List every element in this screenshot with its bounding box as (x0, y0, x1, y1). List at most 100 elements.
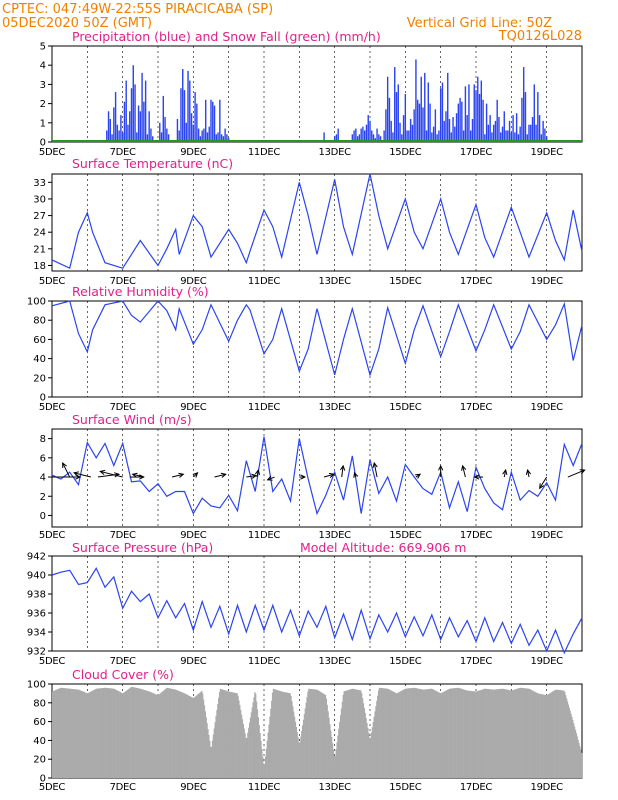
cloud-bar (499, 688, 502, 778)
cloud-xtick-label: 5DEC (39, 782, 65, 793)
cloud-bar (370, 732, 373, 778)
cloud-bar (59, 688, 61, 778)
precip-bar (445, 111, 447, 142)
cloud-bar (204, 711, 206, 778)
cloud-bar (187, 695, 189, 778)
cloud-bar (453, 688, 456, 778)
precip-xtick-label: 11DEC (248, 147, 281, 158)
cloud-bar (178, 690, 180, 778)
wind-arrow-head (72, 471, 80, 477)
cloud-bar (215, 716, 217, 778)
cloud-bar (476, 691, 479, 778)
cloud-bar (476, 691, 478, 778)
cloud-bar (571, 716, 573, 778)
cloud-bar (184, 693, 186, 778)
cloud-bar (435, 690, 437, 778)
cloud-bar (389, 689, 391, 778)
cloud-bar (233, 692, 236, 778)
cloud-bar (82, 691, 84, 778)
cloud-bar (519, 687, 521, 778)
wind-arrow (246, 475, 257, 478)
pressure-ytick-label: 932 (27, 647, 46, 658)
wind-arrow (73, 472, 91, 478)
cloud-bar (297, 737, 299, 778)
cloud-bar (227, 691, 229, 778)
cloud-bar (112, 688, 114, 778)
cloud-bar (310, 689, 312, 778)
cloud-bar (211, 740, 214, 778)
cloud-bar (478, 690, 480, 778)
precip-bar (531, 117, 534, 142)
cloud-bar (256, 709, 259, 778)
precip-bar (206, 132, 209, 142)
cloud-bar (279, 691, 282, 778)
wind-arrow-head (131, 472, 138, 478)
cloud-bar (205, 717, 207, 778)
cloud-bar (529, 688, 531, 778)
cloud-bar (537, 693, 540, 778)
cloud-bar (495, 689, 497, 778)
precip-bar (434, 109, 437, 142)
cloud-bar (203, 699, 205, 778)
cloud-bar (525, 688, 527, 778)
precip-bar (418, 103, 421, 142)
cloud-bar (535, 692, 537, 778)
cloud-bar (108, 688, 110, 778)
cloud-bar (567, 704, 570, 778)
cloud-bar (97, 688, 100, 778)
cloud-bar (563, 690, 565, 778)
wind-arrow-head (114, 472, 121, 478)
precip-bar (429, 103, 431, 142)
cloud-bar (276, 689, 278, 778)
cloud-bar (278, 690, 280, 778)
cloud-bar (157, 695, 159, 778)
precip-bar (162, 95, 165, 142)
precip-bar (187, 70, 189, 142)
temperature-xtick-label: 7DEC (110, 276, 136, 287)
cloud-bar (465, 690, 467, 778)
cloud-bar (424, 689, 426, 778)
precip-xtick-label: 19DEC (531, 147, 564, 158)
precip-bar (461, 101, 463, 142)
cloud-bar (530, 689, 532, 778)
wind-xtick-label: 9DEC (180, 530, 206, 541)
cloud-bar (217, 703, 219, 778)
precip-bar (535, 124, 537, 142)
cloud-bar (413, 687, 415, 778)
cloud-bar (501, 688, 503, 778)
cloud-bar (559, 690, 561, 778)
cloud-bar (549, 693, 551, 778)
precip-bar (369, 120, 371, 142)
cloud-bar (194, 696, 196, 778)
precip-bar (508, 120, 511, 142)
cloud-bar (342, 694, 344, 778)
cloud-bar (279, 690, 281, 778)
pressure-ytick-label: 940 (27, 571, 46, 582)
precip-bar (494, 120, 497, 142)
cloud-bar (363, 708, 365, 778)
cloud-bar (67, 688, 70, 778)
cloud-bar (324, 694, 326, 778)
cloud-bar (88, 692, 90, 778)
cloud-bar (545, 695, 547, 778)
cloud-bar (509, 690, 511, 778)
cloud-bar (193, 697, 195, 778)
cloud-bar (312, 689, 314, 778)
cloud-xtick-label: 7DEC (110, 782, 136, 793)
cloud-bar (371, 727, 373, 778)
cloud-bar (348, 689, 350, 778)
cloud-bar (302, 719, 305, 778)
cloud-bar (492, 689, 494, 778)
cloud-bar (73, 689, 75, 778)
cloud-bar (454, 688, 456, 778)
humidity-xtick-label: 13DEC (319, 402, 352, 413)
cloud-bar (351, 688, 353, 778)
cloud-bar (503, 688, 505, 778)
cloud-bar (347, 690, 349, 778)
cloud-bar (434, 690, 436, 778)
precip-ytick-label: 4 (40, 61, 46, 72)
cloud-bar (473, 691, 475, 778)
precip-bar (203, 128, 205, 142)
cloud-bar (110, 688, 112, 778)
cloud-bar (241, 714, 243, 778)
